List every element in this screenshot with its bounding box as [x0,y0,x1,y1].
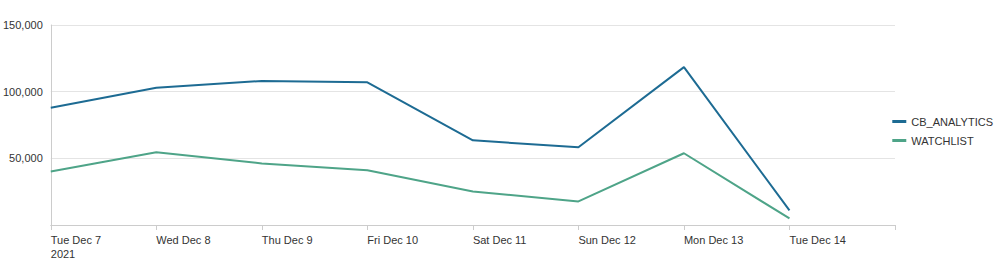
svg-text:Tue Dec 7: Tue Dec 7 [51,234,101,246]
svg-text:Sun Dec 12: Sun Dec 12 [578,234,635,246]
svg-text:Wed Dec 8: Wed Dec 8 [156,234,210,246]
svg-text:2021: 2021 [51,248,75,260]
svg-text:150,000: 150,000 [3,19,43,31]
svg-text:50,000: 50,000 [9,152,43,164]
svg-text:WATCHLIST: WATCHLIST [911,135,974,147]
svg-text:Mon Dec 13: Mon Dec 13 [684,234,743,246]
svg-text:Fri Dec 10: Fri Dec 10 [367,234,418,246]
svg-text:CB_ANALYTICS: CB_ANALYTICS [911,116,993,128]
svg-text:Thu Dec 9: Thu Dec 9 [262,234,313,246]
svg-text:100,000: 100,000 [3,86,43,98]
svg-text:Sat Dec 11: Sat Dec 11 [473,234,527,246]
svg-text:Tue Dec 14: Tue Dec 14 [789,234,845,246]
